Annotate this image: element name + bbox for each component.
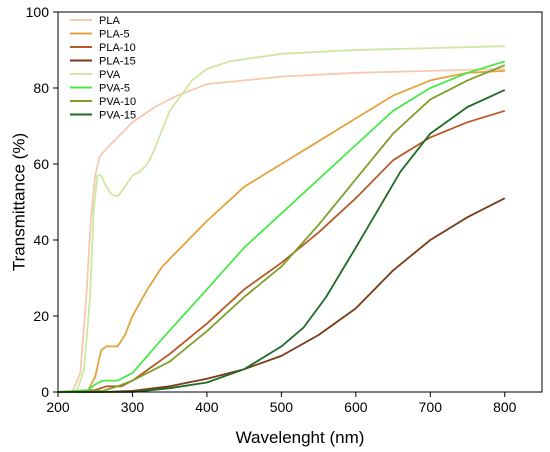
x-axis-title: Wavelenght (nm): [236, 428, 365, 447]
legend-label-pva-5: PVA-5: [99, 83, 130, 95]
y-tick-label: 20: [33, 308, 49, 324]
x-tick-label: 700: [419, 399, 443, 415]
legend-label-pva: PVA: [99, 69, 121, 81]
legend-label-pla-15: PLA-15: [99, 56, 136, 68]
x-tick-label: 800: [493, 399, 517, 415]
y-axis-title: Transmittance (%): [9, 133, 28, 271]
y-tick-label: 80: [33, 80, 49, 96]
series-line-pla-15: [58, 197, 506, 393]
legend-label-pva-10: PVA-10: [99, 96, 136, 108]
series-layer: [57, 45, 506, 393]
series-line-pla: [57, 68, 505, 393]
series-line-pva-15: [58, 89, 506, 393]
y-tick-label: 0: [41, 384, 49, 400]
series-line-pva-10: [57, 64, 506, 393]
series-line-pva-5: [57, 60, 506, 393]
x-tick-label: 400: [195, 399, 219, 415]
ticks-layer: 200 300 400 500 600 700 800 0 20 40 60 80 100: [26, 4, 517, 415]
x-tick-label: 500: [270, 399, 294, 415]
x-tick-label: 300: [121, 399, 145, 415]
series-line-pla-10: [57, 109, 506, 393]
legend-label-pva-15: PVA-15: [99, 110, 136, 122]
legend-label-pla: PLA: [99, 15, 120, 27]
legend-label-pla-5: PLA-5: [99, 29, 130, 41]
legend-label-pla-10: PLA-10: [99, 42, 136, 54]
x-tick-label: 600: [344, 399, 368, 415]
series-line-pva: [58, 45, 505, 393]
series-line-pla-5: [57, 70, 505, 393]
x-tick-label: 200: [46, 399, 70, 415]
y-tick-label: 60: [33, 156, 49, 172]
y-tick-label: 100: [26, 4, 50, 20]
plot-frame: [57, 11, 543, 393]
y-tick-label: 40: [33, 232, 49, 248]
